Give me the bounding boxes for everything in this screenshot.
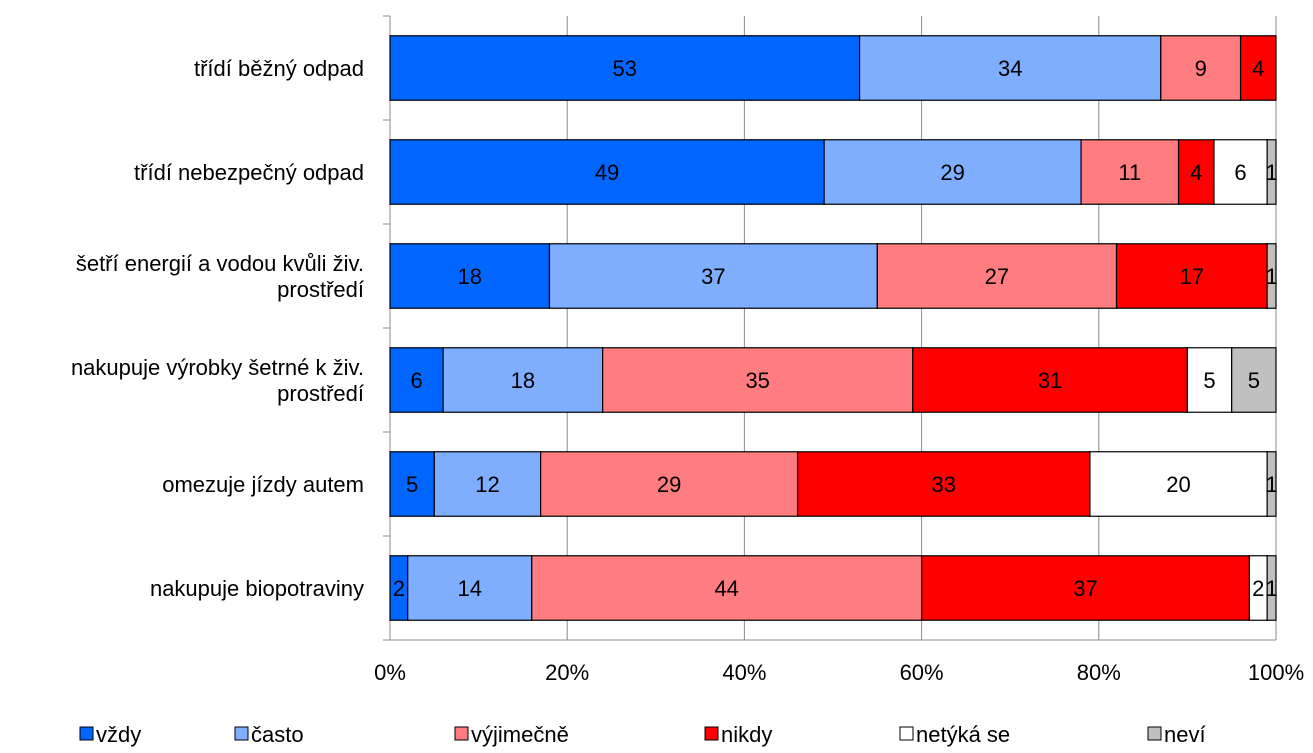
legend-swatch bbox=[704, 726, 719, 741]
data-label: 6 bbox=[410, 368, 422, 393]
data-label: 6 bbox=[1234, 160, 1246, 185]
legend-swatch bbox=[79, 726, 94, 741]
bar-segment bbox=[1231, 347, 1277, 413]
category-label: prostředí bbox=[277, 277, 364, 302]
bar-segment bbox=[389, 243, 551, 309]
bar-segment bbox=[602, 347, 914, 413]
bar-segment bbox=[407, 555, 533, 621]
data-label: 49 bbox=[595, 160, 619, 185]
data-label: 17 bbox=[1180, 264, 1204, 289]
data-label: 27 bbox=[985, 264, 1009, 289]
data-label: 2 bbox=[393, 576, 405, 601]
x-tick-label: 100% bbox=[1248, 660, 1304, 685]
bar-segment bbox=[912, 347, 1188, 413]
data-label: 5 bbox=[1248, 368, 1260, 393]
x-tick-label: 80% bbox=[1077, 660, 1121, 685]
bar-segment bbox=[876, 243, 1118, 309]
bar-segment bbox=[1266, 451, 1277, 517]
bar-segment bbox=[548, 243, 878, 309]
data-label: 18 bbox=[457, 264, 481, 289]
bar-segment bbox=[796, 451, 1091, 517]
bar-segment bbox=[823, 139, 1082, 205]
data-label: 1 bbox=[1265, 576, 1277, 601]
data-label: 34 bbox=[998, 56, 1022, 81]
data-label: 33 bbox=[932, 472, 956, 497]
bar-segment bbox=[389, 347, 444, 413]
legend-label: často bbox=[251, 722, 304, 747]
legend-label: netýká se bbox=[916, 722, 1010, 747]
data-label: 37 bbox=[701, 264, 725, 289]
bar-segment bbox=[1266, 243, 1277, 309]
legend-swatch bbox=[454, 726, 469, 741]
x-tick-label: 0% bbox=[374, 660, 406, 685]
category-label: šetří energií a vodou kvůli živ. bbox=[76, 251, 364, 276]
bar-segment bbox=[1177, 139, 1215, 205]
data-label: 29 bbox=[657, 472, 681, 497]
data-label: 1 bbox=[1265, 472, 1277, 497]
data-label: 14 bbox=[457, 576, 481, 601]
data-label: 2 bbox=[1252, 576, 1264, 601]
category-label: nakupuje biopotraviny bbox=[150, 576, 364, 601]
data-label: 4 bbox=[1252, 56, 1264, 81]
category-label: třídí běžný odpad bbox=[194, 56, 364, 81]
data-label: 5 bbox=[406, 472, 418, 497]
legend-label: výjimečně bbox=[471, 722, 569, 747]
category-label: třídí nebezpečný odpad bbox=[134, 160, 364, 185]
x-tick-label: 40% bbox=[722, 660, 766, 685]
bar-segment bbox=[1239, 35, 1277, 101]
data-label: 37 bbox=[1073, 576, 1097, 601]
data-label: 1 bbox=[1265, 160, 1277, 185]
category-label: nakupuje výrobky šetrné k živ. bbox=[71, 355, 364, 380]
bar-segment bbox=[1160, 35, 1242, 101]
data-label: 31 bbox=[1038, 368, 1062, 393]
data-label: 29 bbox=[940, 160, 964, 185]
x-tick-label: 60% bbox=[900, 660, 944, 685]
legend-label: nikdy bbox=[721, 722, 772, 747]
legend-swatch bbox=[234, 726, 249, 741]
data-label: 35 bbox=[745, 368, 769, 393]
data-label: 9 bbox=[1195, 56, 1207, 81]
data-label: 53 bbox=[613, 56, 637, 81]
bar-segment bbox=[1080, 139, 1180, 205]
bar-segment bbox=[1266, 139, 1277, 205]
legend-swatch bbox=[1147, 726, 1162, 741]
bar-segment bbox=[389, 139, 825, 205]
bar-segment bbox=[442, 347, 604, 413]
data-label: 12 bbox=[475, 472, 499, 497]
bar-segment bbox=[433, 451, 542, 517]
data-label: 18 bbox=[511, 368, 535, 393]
category-label: omezuje jízdy autem bbox=[162, 472, 364, 497]
x-tick-label: 20% bbox=[545, 660, 589, 685]
data-label: 4 bbox=[1190, 160, 1202, 185]
bar-segment bbox=[1115, 243, 1268, 309]
data-label: 5 bbox=[1203, 368, 1215, 393]
data-label: 1 bbox=[1265, 264, 1277, 289]
legend-label: neví bbox=[1164, 722, 1206, 747]
data-label: 44 bbox=[714, 576, 738, 601]
category-label: prostředí bbox=[277, 381, 364, 406]
data-label: 20 bbox=[1166, 472, 1190, 497]
data-label: 11 bbox=[1118, 160, 1141, 185]
legend-label: vždy bbox=[96, 722, 141, 747]
bar-segment bbox=[1089, 451, 1268, 517]
bar-segment bbox=[1186, 347, 1233, 413]
legend-swatch bbox=[899, 726, 914, 741]
bar-segment bbox=[1266, 555, 1277, 621]
bar-segment bbox=[920, 555, 1251, 621]
